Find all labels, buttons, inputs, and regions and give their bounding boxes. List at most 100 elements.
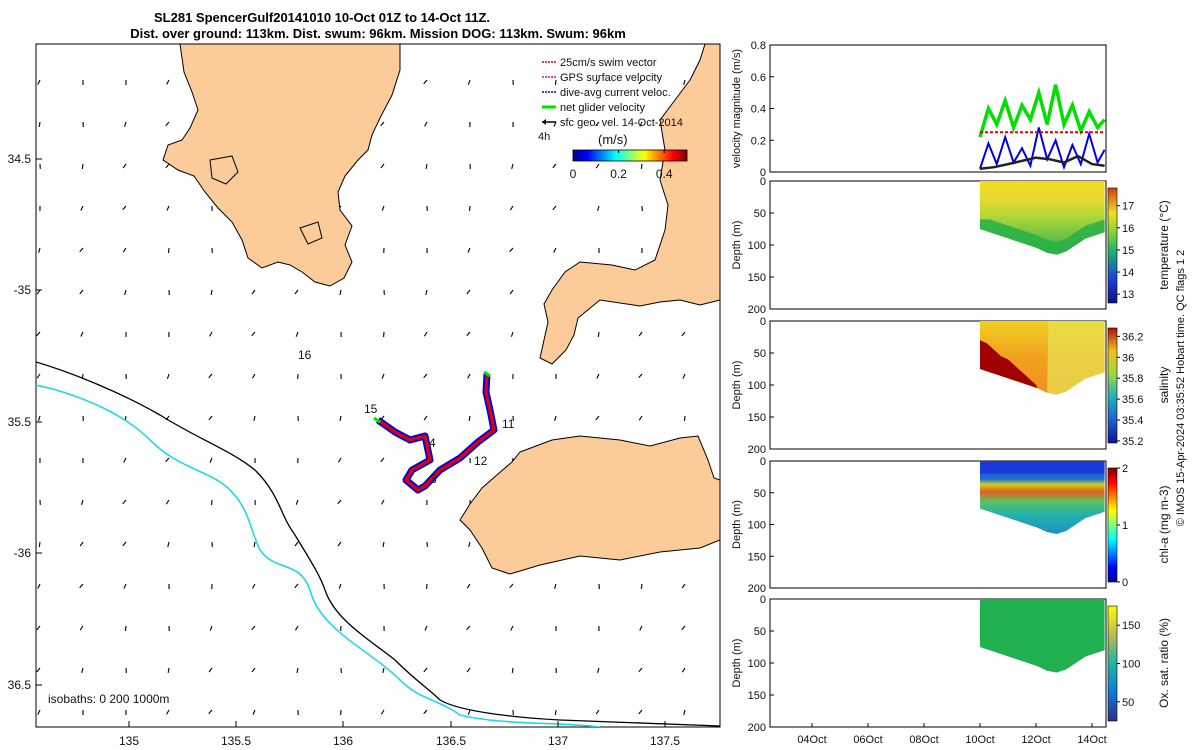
geo-velocity-arrow (122, 247, 127, 253)
y-axis-label: velocity magnitude (m/s) (731, 49, 743, 168)
colorbar (1107, 327, 1118, 444)
colorbar-tick-label: 1 (1122, 520, 1128, 532)
geo-velocity-arrow (337, 541, 342, 547)
geo-velocity-arrow (79, 247, 84, 253)
geo-velocity-arrow (252, 709, 256, 715)
y-tick-label: 200 (748, 583, 766, 595)
geo-velocity-arrow (252, 583, 256, 589)
geo-velocity-arrow (553, 247, 557, 253)
y-tick-label: 0.8 (751, 40, 766, 52)
y-tick-label: 50 (754, 348, 766, 360)
y-tick-label: 150 (748, 412, 766, 424)
geo-velocity-arrow (552, 163, 557, 169)
geo-velocity-arrow (466, 583, 471, 589)
geo-velocity-arrow (639, 121, 643, 127)
waypoint-4: 4 (429, 436, 436, 450)
geo-velocity-arrow (123, 457, 127, 463)
geo-velocity-arrow (209, 457, 213, 463)
speed-colorbar-ticks: 0 0.2 0.4 (570, 150, 673, 181)
geo-velocity-arrow (381, 373, 385, 379)
geo-velocity-arrow (80, 331, 84, 337)
lat-tick-label: -36 (14, 546, 32, 560)
x-tick-label: 12Oct (1021, 734, 1050, 746)
geo-velocity-arrow (294, 289, 299, 295)
colorbar-tick-label: 36 (1122, 352, 1134, 364)
colorbar-tick-label: 0.2 (610, 167, 627, 181)
geo-velocity-arrow (382, 541, 385, 548)
geo-velocity-arrow (165, 121, 170, 127)
geo-velocity-arrow (638, 331, 643, 337)
y-tick-label: 0 (760, 456, 766, 468)
geo-velocity-arrow (295, 331, 299, 337)
y-tick-label: 100 (748, 658, 766, 670)
geo-velocity-arrow (251, 625, 256, 631)
colorbar-tick-label: 0.4 (656, 167, 673, 181)
geo-velocity-arrow (638, 415, 643, 421)
geo-velocity-arrow (122, 541, 127, 547)
colorbar-label: Ox. sat. ratio (%) (1157, 618, 1171, 708)
section-fill (980, 461, 1105, 534)
geo-velocity-arrow (681, 625, 686, 631)
geo-velocity-arrow (79, 541, 84, 547)
y-tick-label: 150 (748, 690, 766, 702)
waypoint-15: 15 (364, 402, 378, 416)
legend-swim-vector: 25cm/s swim vector (560, 57, 657, 69)
y-tick-label: 0 (760, 167, 766, 179)
y-tick-label: 200 (748, 444, 766, 456)
series-line (979, 127, 1106, 171)
geo-velocity-arrow (36, 625, 41, 631)
geo-velocity-arrow (122, 205, 127, 211)
geo-velocity-arrow (552, 205, 557, 211)
geo-velocity-arrow (294, 625, 299, 631)
geo-velocity-arrow (122, 499, 127, 505)
geo-velocity-arrow (511, 667, 514, 674)
geo-velocity-arrow (554, 79, 557, 86)
waypoint-11: 11 (502, 417, 515, 431)
chlorophyll-panel: 0 50 100 150 200 Depth (m) 0 1 2 chl-a (mg m-3) (731, 456, 1171, 595)
geo-velocity-arrow (208, 415, 213, 421)
geo-velocity-arrow (166, 373, 170, 379)
colorbar-label: chl-a (mg m-3) (1157, 485, 1171, 563)
y-tick-label: 0 (760, 594, 766, 606)
isobath-1000 (36, 361, 720, 727)
geo-velocity-arrow (638, 667, 643, 673)
y-tick-label: 100 (748, 520, 766, 532)
geo-velocity-arrow (251, 289, 256, 295)
y-tick-label: 150 (748, 272, 766, 284)
geo-velocity-arrow (81, 499, 84, 505)
geo-velocity-arrow (81, 163, 84, 170)
geo-velocity-arrow (467, 247, 471, 253)
panel-frame (769, 44, 1107, 173)
geo-velocity-arrow (467, 709, 471, 715)
y-tick-label: 0 (760, 176, 766, 188)
colorbar-tick-label: 100 (1122, 659, 1140, 671)
geo-velocity-arrow (165, 163, 170, 169)
waypoint-16: 16 (298, 348, 312, 362)
geo-velocity-arrow (554, 415, 557, 421)
isobath-label: isobaths: 0 200 1000m (48, 692, 169, 706)
geo-velocity-arrow (123, 121, 127, 127)
legend-dive-avg: dive-avg current veloc. (560, 87, 671, 99)
geo-velocity-arrow (467, 373, 471, 379)
waypoint-3: 3 (430, 472, 437, 486)
speed-colorbar (572, 149, 688, 162)
colorbar-tick-label: 13 (1122, 289, 1134, 301)
geo-velocity-arrow (468, 541, 471, 547)
fresher-region (1047, 321, 1105, 395)
geo-velocity-arrow (124, 289, 127, 295)
y-tick-label: 200 (748, 304, 766, 316)
y-tick-label: 200 (748, 722, 766, 734)
geo-velocity-arrow (338, 583, 342, 589)
geo-velocity-arrow (79, 289, 84, 295)
land-eyre-peninsula (162, 44, 401, 287)
geo-velocity-arrow (339, 415, 342, 422)
y-axis-label: Depth (m) (731, 500, 743, 549)
cold-bottom-layer (980, 219, 1105, 255)
colorbar-tick-label: 17 (1122, 201, 1134, 213)
geo-velocity-arrow (638, 373, 643, 379)
x-tick-label: 14Oct (1077, 734, 1106, 746)
geo-velocity-arrow (253, 415, 256, 421)
colorbar-tick-label: 35.4 (1122, 415, 1143, 427)
geo-velocity-arrow (81, 667, 84, 673)
geo-velocity-arrow (683, 79, 686, 85)
